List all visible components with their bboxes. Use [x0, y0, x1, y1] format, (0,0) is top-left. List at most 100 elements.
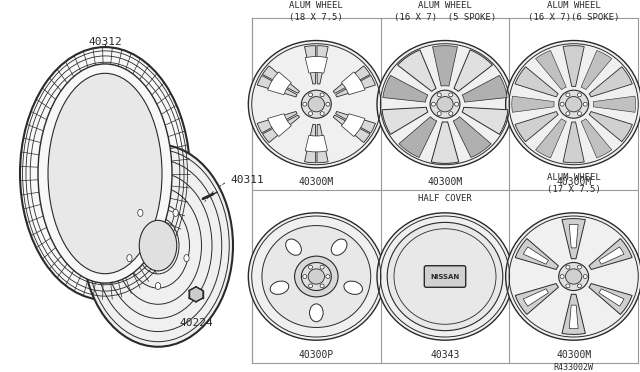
Polygon shape — [524, 247, 548, 264]
Circle shape — [294, 256, 338, 297]
Text: 40300M: 40300M — [556, 177, 591, 187]
Circle shape — [377, 41, 513, 168]
Circle shape — [583, 275, 588, 278]
Polygon shape — [383, 76, 428, 102]
Ellipse shape — [332, 239, 347, 255]
Text: 40311: 40311 — [230, 175, 264, 185]
Polygon shape — [589, 67, 632, 97]
Circle shape — [303, 102, 307, 106]
Circle shape — [326, 102, 330, 106]
Circle shape — [308, 97, 324, 112]
Circle shape — [506, 213, 640, 340]
Polygon shape — [515, 283, 559, 314]
Circle shape — [437, 112, 441, 115]
Polygon shape — [581, 51, 612, 90]
Ellipse shape — [140, 220, 177, 271]
Polygon shape — [257, 112, 297, 133]
Circle shape — [449, 112, 453, 115]
Circle shape — [566, 112, 570, 115]
Ellipse shape — [173, 209, 179, 217]
Polygon shape — [515, 67, 558, 97]
Polygon shape — [581, 119, 612, 158]
Circle shape — [559, 263, 589, 291]
Circle shape — [308, 112, 312, 115]
Circle shape — [577, 112, 582, 115]
Circle shape — [308, 269, 324, 284]
Circle shape — [506, 41, 640, 168]
Ellipse shape — [270, 281, 289, 294]
Polygon shape — [593, 96, 636, 112]
Polygon shape — [599, 247, 624, 264]
Circle shape — [308, 284, 312, 288]
Text: ALUM WHEEL
(16 X 7)(6 SPOKE): ALUM WHEEL (16 X 7)(6 SPOKE) — [528, 1, 620, 22]
Polygon shape — [563, 46, 584, 86]
Circle shape — [430, 90, 460, 118]
Circle shape — [560, 102, 564, 106]
Polygon shape — [341, 72, 365, 95]
Polygon shape — [431, 122, 459, 163]
Polygon shape — [454, 50, 492, 92]
Polygon shape — [562, 294, 586, 334]
Text: 40224: 40224 — [179, 318, 213, 328]
Circle shape — [449, 93, 453, 97]
Polygon shape — [536, 51, 566, 90]
Circle shape — [320, 93, 324, 97]
Ellipse shape — [344, 281, 362, 294]
Circle shape — [437, 97, 453, 112]
Polygon shape — [335, 112, 376, 133]
Circle shape — [303, 275, 307, 278]
Circle shape — [583, 102, 588, 106]
Circle shape — [566, 97, 582, 112]
Text: ALUM WHEEL
(18 X 7.5): ALUM WHEEL (18 X 7.5) — [289, 1, 343, 22]
Ellipse shape — [285, 239, 301, 255]
Circle shape — [577, 284, 582, 288]
Polygon shape — [305, 124, 316, 163]
Circle shape — [387, 222, 503, 331]
Polygon shape — [562, 219, 586, 259]
Circle shape — [566, 93, 570, 97]
Polygon shape — [268, 72, 291, 95]
Text: 40312: 40312 — [88, 37, 122, 47]
Circle shape — [559, 90, 589, 118]
Circle shape — [320, 265, 324, 269]
Circle shape — [262, 225, 371, 327]
Polygon shape — [305, 46, 316, 84]
Polygon shape — [569, 224, 578, 248]
Circle shape — [437, 93, 441, 97]
Polygon shape — [536, 119, 566, 158]
Circle shape — [308, 265, 312, 269]
Circle shape — [326, 275, 330, 278]
Polygon shape — [524, 289, 548, 306]
Circle shape — [301, 90, 332, 118]
Polygon shape — [589, 238, 632, 269]
Text: 40300M: 40300M — [556, 350, 591, 360]
Circle shape — [248, 41, 385, 168]
Polygon shape — [305, 57, 328, 73]
Polygon shape — [317, 46, 328, 84]
Circle shape — [566, 269, 582, 284]
Polygon shape — [262, 115, 300, 142]
Ellipse shape — [83, 144, 233, 347]
Ellipse shape — [48, 73, 162, 274]
Polygon shape — [512, 96, 554, 112]
FancyBboxPatch shape — [424, 266, 466, 287]
Circle shape — [560, 275, 564, 278]
Circle shape — [566, 265, 570, 269]
Text: 40300P: 40300P — [299, 350, 334, 360]
Polygon shape — [262, 66, 300, 93]
Polygon shape — [397, 50, 436, 92]
Circle shape — [577, 93, 582, 97]
Text: ALUM WHEEL
(17 X 7.5): ALUM WHEEL (17 X 7.5) — [547, 173, 600, 194]
Polygon shape — [333, 115, 370, 142]
Polygon shape — [317, 124, 328, 163]
Polygon shape — [382, 107, 428, 134]
Polygon shape — [305, 135, 328, 152]
Polygon shape — [453, 117, 491, 157]
Ellipse shape — [138, 209, 143, 217]
Circle shape — [566, 284, 570, 288]
Ellipse shape — [184, 254, 189, 262]
Circle shape — [301, 263, 332, 291]
Circle shape — [308, 93, 312, 97]
Circle shape — [431, 102, 435, 106]
Polygon shape — [399, 117, 437, 157]
